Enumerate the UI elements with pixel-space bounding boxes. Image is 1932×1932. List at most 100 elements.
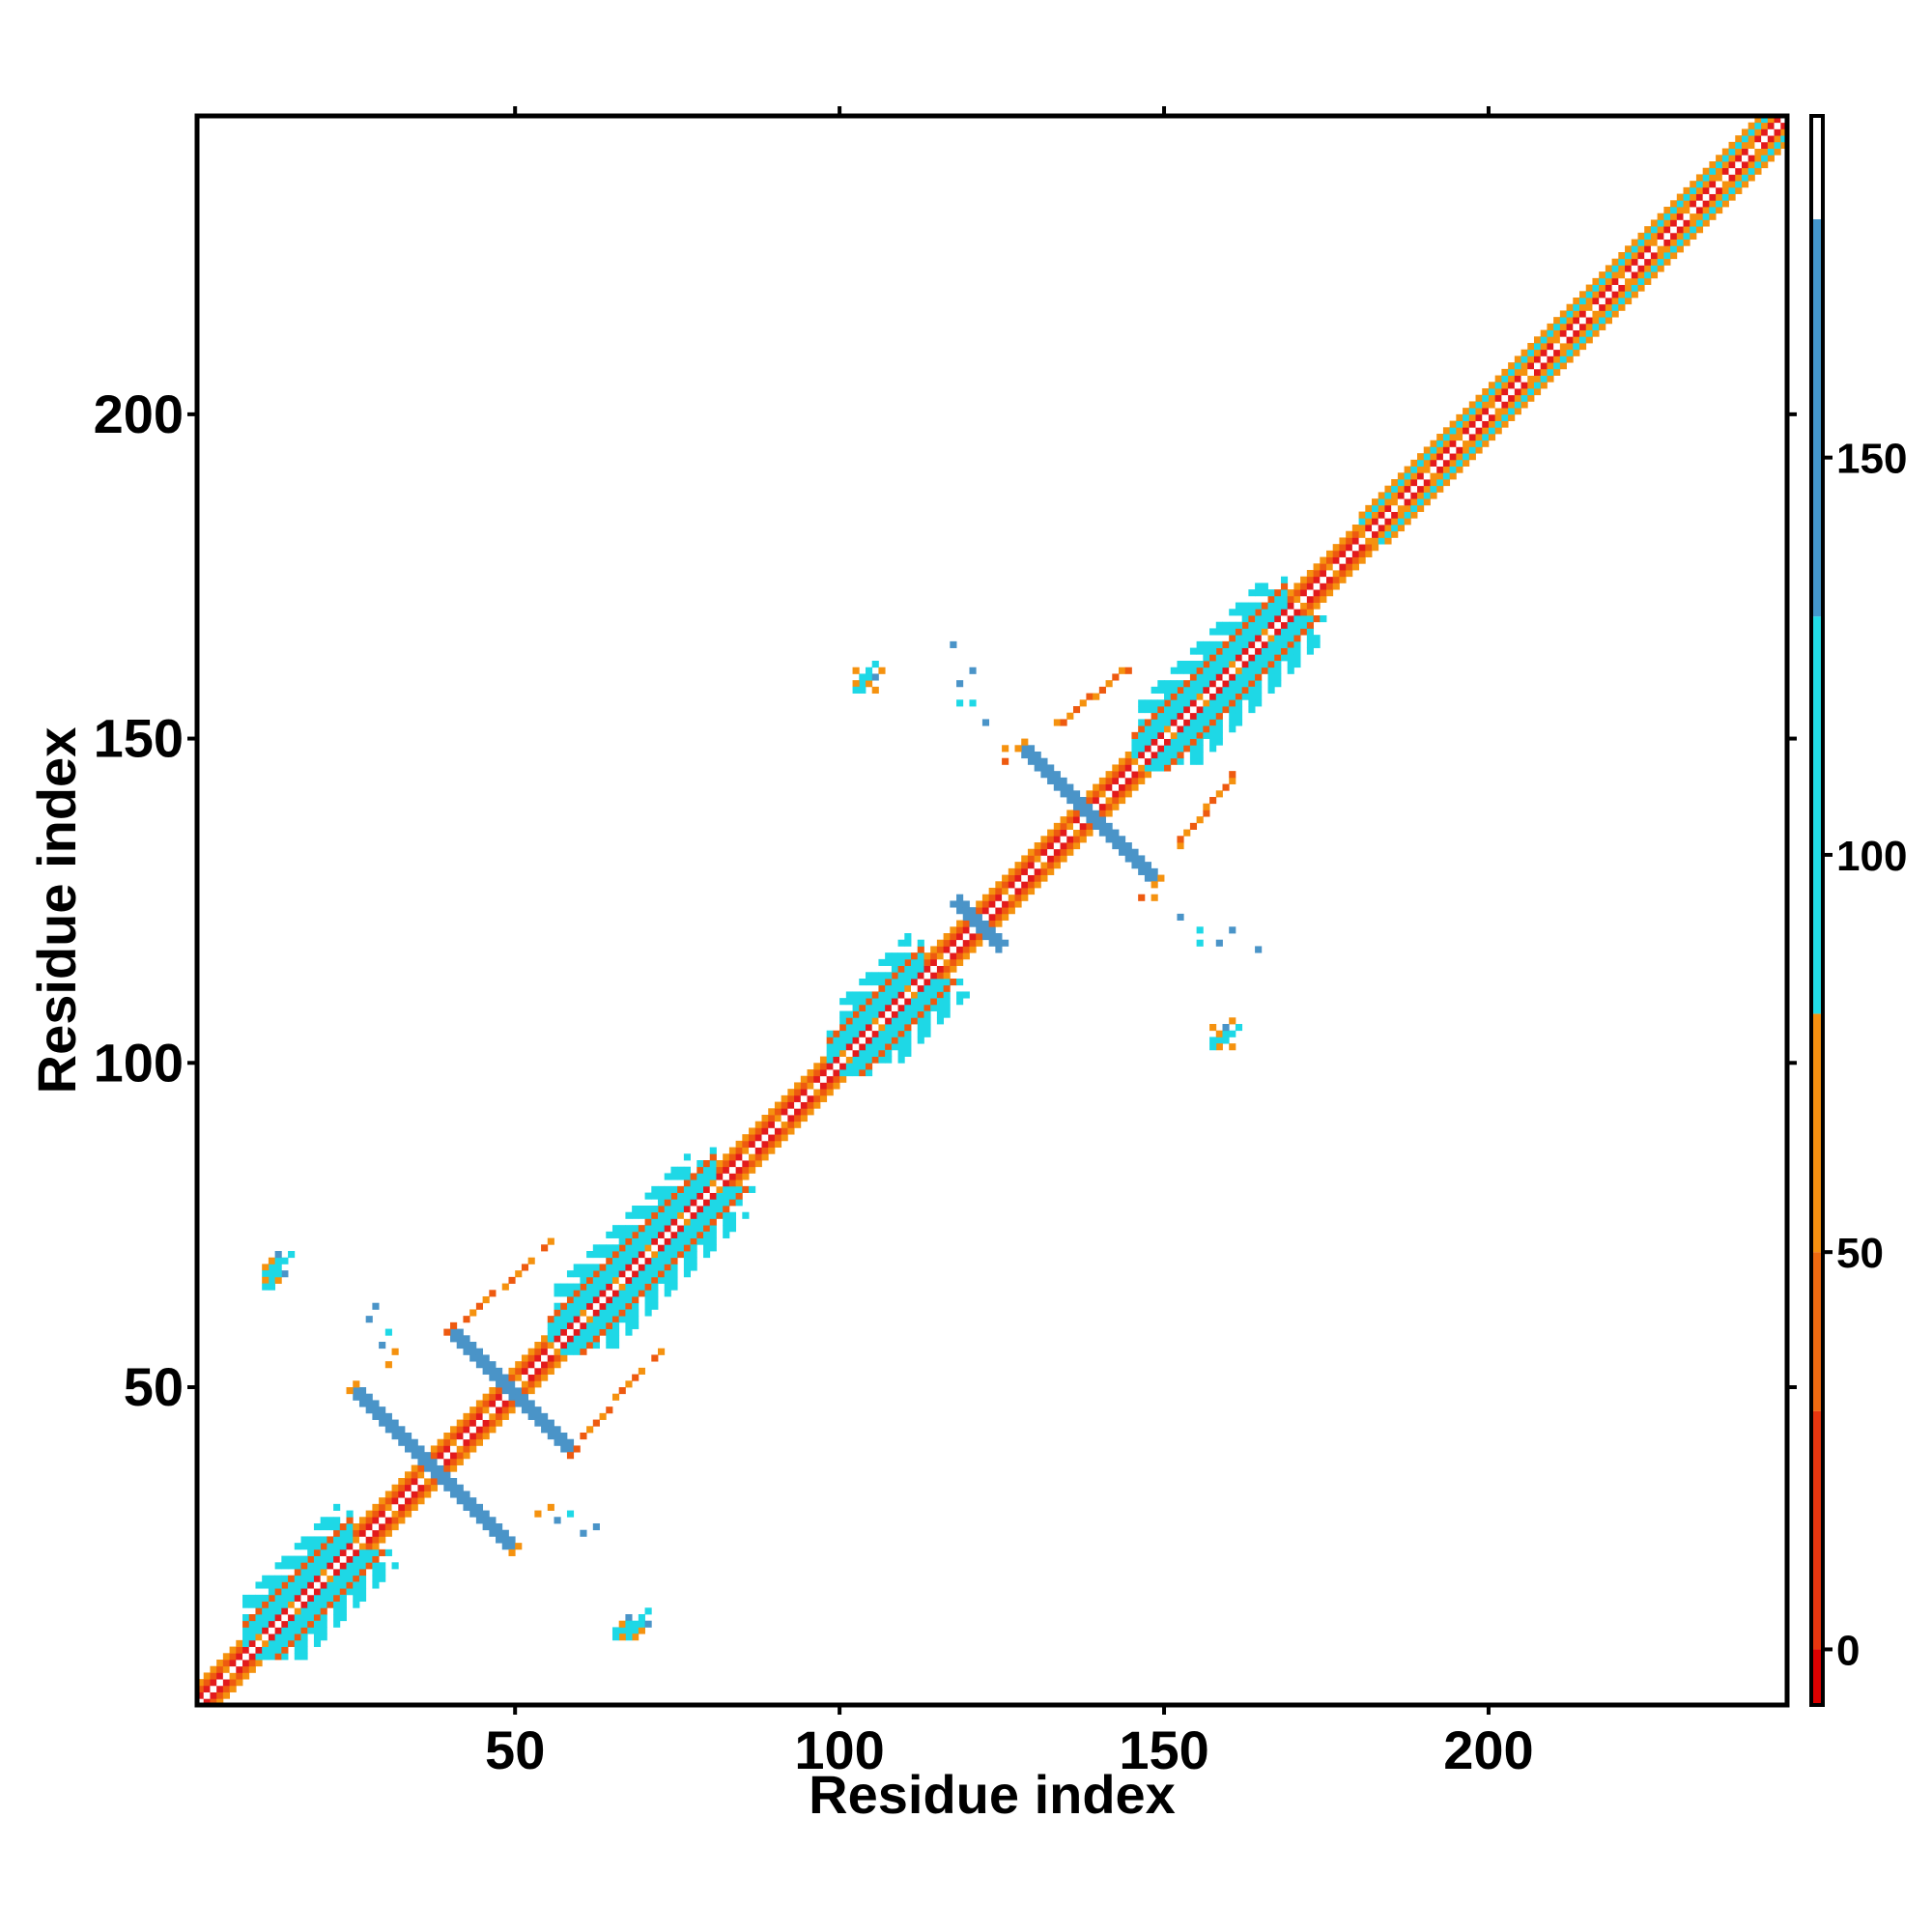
heatmap-cell <box>1442 459 1451 467</box>
heatmap-cell <box>728 1160 737 1168</box>
heatmap-cell <box>1611 277 1619 285</box>
heatmap-cell <box>599 1290 607 1297</box>
heatmap-cell <box>1463 446 1470 454</box>
heatmap-cell <box>1086 803 1094 810</box>
heatmap-cell <box>496 1536 503 1544</box>
heatmap-cell <box>800 1075 808 1083</box>
heatmap-cell <box>496 1419 503 1427</box>
heatmap-cell <box>372 1517 380 1524</box>
heatmap-cell <box>1592 291 1600 298</box>
heatmap-cell <box>709 1225 717 1233</box>
heatmap-cell <box>1293 615 1301 623</box>
heatmap-cell <box>1235 640 1243 648</box>
heatmap-cell <box>625 1627 633 1634</box>
heatmap-cell <box>1644 245 1652 253</box>
heatmap-cell <box>1540 329 1548 337</box>
heatmap-cell <box>1553 329 1561 337</box>
heatmap-cell <box>911 998 919 1006</box>
heatmap-cell <box>632 1211 639 1219</box>
heatmap-cell <box>1215 1030 1223 1037</box>
heatmap-cell <box>950 979 957 986</box>
heatmap-cell <box>1248 621 1256 629</box>
heatmap-cell <box>923 1024 931 1032</box>
heatmap-cell <box>885 998 893 1006</box>
heatmap-cell <box>839 1075 847 1083</box>
heatmap-cell <box>1177 667 1184 674</box>
heatmap-cell <box>1235 654 1243 662</box>
heatmap-cell <box>781 1108 788 1116</box>
heatmap-cell <box>1008 874 1015 882</box>
heatmap-cell <box>1274 673 1282 681</box>
heatmap-cell <box>489 1393 497 1401</box>
heatmap-cell <box>878 998 886 1006</box>
heatmap-cell <box>586 1321 594 1329</box>
heatmap-cell <box>638 1251 645 1259</box>
heatmap-cell <box>1203 803 1210 810</box>
heatmap-cell <box>1196 725 1204 733</box>
heatmap-cell <box>281 1646 289 1654</box>
heatmap-cell <box>482 1412 490 1420</box>
heatmap-cell <box>1196 667 1204 674</box>
heatmap-cell <box>683 1225 691 1233</box>
heatmap-cell <box>1306 609 1314 616</box>
heatmap-cell <box>1488 382 1496 389</box>
heatmap-cell <box>1423 485 1431 493</box>
heatmap-cell <box>1241 609 1249 616</box>
heatmap-cell <box>1676 245 1684 253</box>
heatmap-cell <box>1170 712 1178 720</box>
heatmap-cell <box>930 958 938 966</box>
heatmap-cell <box>1235 699 1243 707</box>
heatmap-cell <box>1040 836 1048 843</box>
heatmap-cell <box>606 1290 613 1297</box>
heatmap-cell <box>1306 576 1314 583</box>
heatmap-cell <box>1605 317 1613 325</box>
heatmap-cell <box>690 1173 697 1180</box>
colorbar-tick-label: 0 <box>1836 1627 1860 1674</box>
heatmap-cell <box>489 1400 497 1407</box>
heatmap-cell <box>288 1627 296 1634</box>
heatmap-cell <box>1183 706 1191 714</box>
heatmap-cell <box>1287 654 1294 662</box>
heatmap-cell <box>274 1276 282 1284</box>
heatmap-cell <box>1144 731 1151 739</box>
heatmap-cell <box>1060 829 1067 837</box>
heatmap-cell <box>450 1335 458 1343</box>
heatmap-cell <box>904 952 912 960</box>
heatmap-cell <box>1151 874 1158 882</box>
heatmap-cell <box>1397 498 1406 506</box>
heatmap-cell <box>281 1614 289 1622</box>
heatmap-cell <box>1436 440 1444 447</box>
heatmap-cell <box>865 680 873 688</box>
heatmap-cell <box>1605 277 1613 285</box>
heatmap-cell <box>1177 725 1184 733</box>
heatmap-cell <box>1189 647 1198 655</box>
heatmap-cell <box>534 1374 542 1381</box>
heatmap-cell <box>248 1646 256 1654</box>
heatmap-cell <box>1170 667 1178 674</box>
heatmap-cell <box>482 1354 490 1362</box>
heatmap-cell <box>541 1348 549 1355</box>
heatmap-cell <box>1442 479 1451 487</box>
heatmap-cell <box>1637 258 1645 266</box>
heatmap-cell <box>333 1601 341 1608</box>
heatmap-cell <box>1391 498 1399 506</box>
heatmap-cell <box>1255 699 1263 707</box>
heatmap-cell <box>1267 609 1275 616</box>
heatmap-cell <box>664 1199 671 1207</box>
heatmap-cell <box>658 1276 666 1284</box>
heatmap-cell <box>1767 128 1775 136</box>
heatmap-cell <box>1754 135 1762 143</box>
heatmap-cell <box>566 1452 575 1460</box>
heatmap-cell <box>749 1166 756 1174</box>
heatmap-cell <box>1533 368 1542 376</box>
heatmap-cell <box>677 1251 685 1259</box>
heatmap-cell <box>696 1166 704 1174</box>
heatmap-cell <box>379 1510 386 1518</box>
heatmap-cell <box>1060 822 1067 830</box>
heatmap-cell <box>611 1302 620 1310</box>
heatmap-cell <box>1209 640 1217 648</box>
heatmap-cell <box>1533 362 1542 370</box>
heatmap-cell <box>774 1140 782 1148</box>
heatmap-cell <box>1280 654 1289 662</box>
heatmap-cell <box>236 1653 243 1661</box>
